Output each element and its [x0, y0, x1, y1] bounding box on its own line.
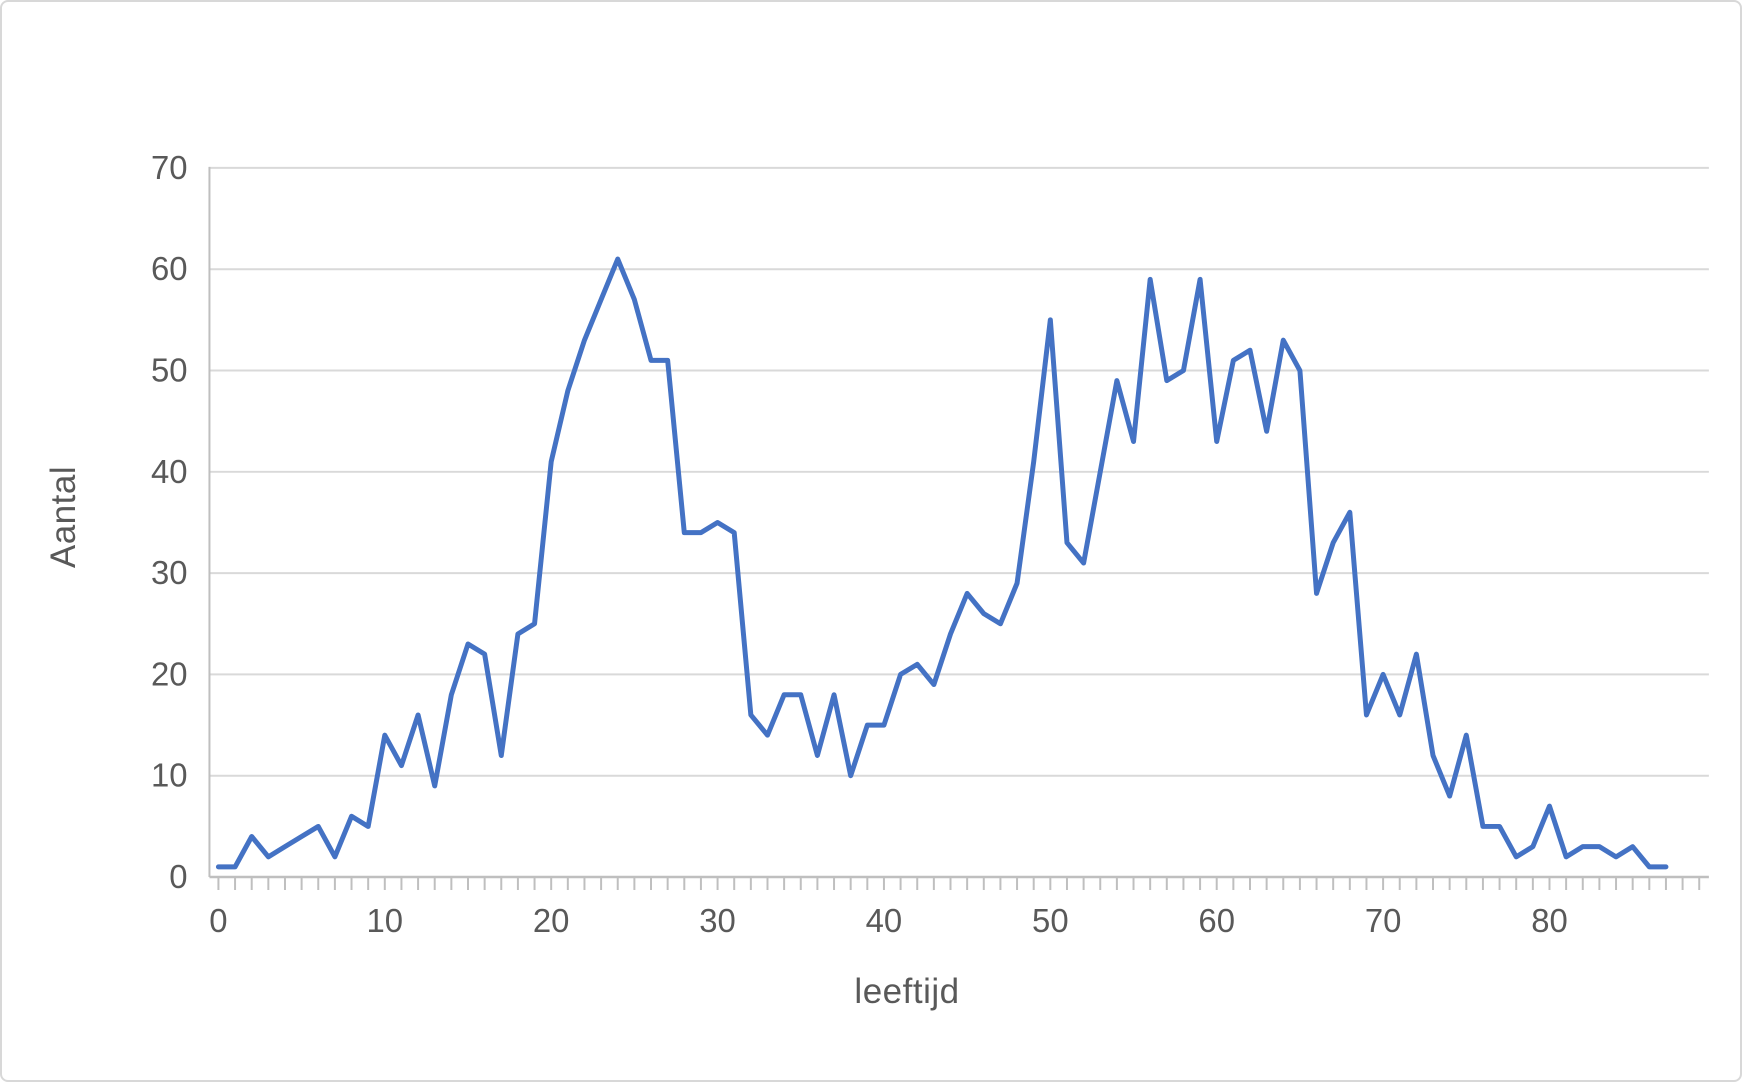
data-series-line [215, 256, 1669, 870]
y-tick-label: 30 [151, 554, 188, 591]
x-tick-label: 30 [699, 902, 736, 939]
y-tick-label: 0 [169, 858, 187, 895]
y-tick-label: 60 [151, 250, 188, 287]
x-axis-title: leeftijd [854, 972, 960, 1011]
x-tick-label: 40 [866, 902, 903, 939]
x-tick-label: 50 [1032, 902, 1069, 939]
y-tick-label: 50 [151, 351, 188, 388]
y-tick-label: 40 [151, 453, 188, 490]
y-tick-label: 70 [151, 149, 188, 186]
x-tick-label: 10 [367, 902, 404, 939]
x-tick-label: 70 [1365, 902, 1402, 939]
x-tick-label: 80 [1531, 902, 1568, 939]
x-tick-label: 60 [1198, 902, 1235, 939]
y-axis-title: Aantal [44, 465, 83, 569]
y-tick-label: 20 [151, 655, 188, 692]
x-tick-label: 20 [533, 902, 570, 939]
x-tick-label: 0 [209, 902, 227, 939]
y-tick-label: 10 [151, 757, 188, 794]
